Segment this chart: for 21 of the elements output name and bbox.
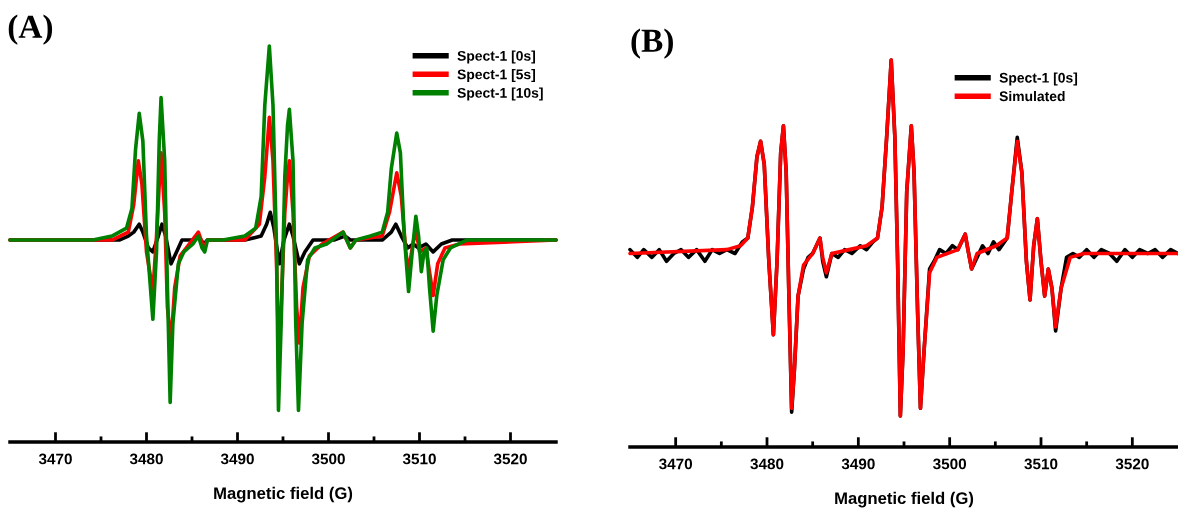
x-tick-label: 3510 <box>402 453 436 465</box>
legend-label: Spect-1 [5s] <box>457 69 535 83</box>
x-tick-label: 3480 <box>129 453 163 465</box>
x-tick-label: 3500 <box>311 453 345 465</box>
x-tick-label: 3520 <box>493 453 527 465</box>
x-tick-label: 3490 <box>220 453 254 465</box>
x-tick-label: 3500 <box>933 458 967 470</box>
x-tick-label: 3480 <box>750 458 784 470</box>
chart-title: (B) <box>631 28 673 59</box>
legend-label: Simulated <box>999 91 1065 102</box>
x-tick-label: 3490 <box>841 458 875 470</box>
chart-title: (A) <box>8 14 53 45</box>
x-tick-label: 3520 <box>1115 458 1149 470</box>
legend-label: Spect-1 [0s] <box>457 50 535 64</box>
x-axis-title: Magnetic field (G) <box>214 486 353 503</box>
x-axis-title: Magnetic field (G) <box>835 491 974 508</box>
legend-label: Spect-1 [0s] <box>999 72 1078 86</box>
x-tick-label: 3470 <box>659 458 693 470</box>
legend-label: Spect-1 [10s] <box>457 87 543 101</box>
x-tick-label: 3470 <box>38 453 72 465</box>
x-tick-label: 3510 <box>1024 458 1058 470</box>
